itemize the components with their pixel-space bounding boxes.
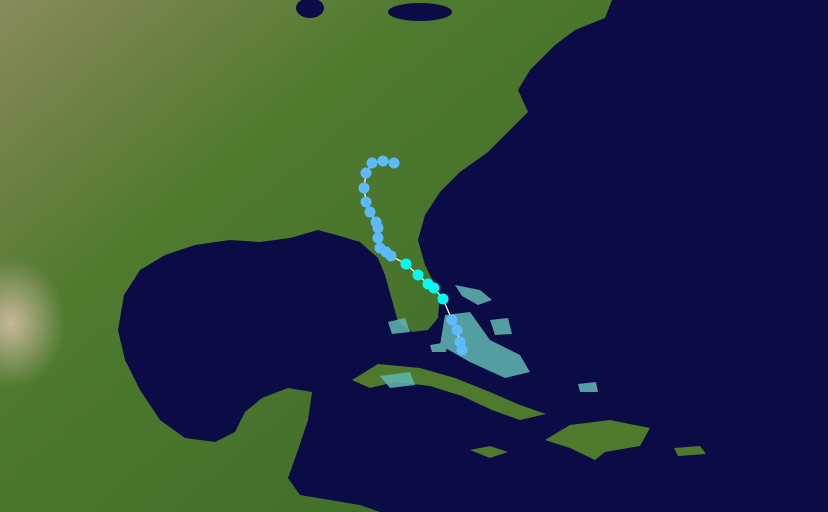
- lake: [388, 3, 452, 21]
- jamaica: [470, 446, 508, 458]
- track-point: [456, 344, 468, 356]
- track-point: [388, 157, 400, 169]
- track-point: [360, 167, 372, 179]
- bank: [578, 382, 598, 392]
- track-point: [446, 314, 458, 326]
- track-point: [366, 157, 378, 169]
- track-point: [451, 324, 463, 336]
- bank: [430, 342, 448, 352]
- track-point: [400, 258, 412, 270]
- lake: [296, 0, 324, 18]
- track-point: [360, 196, 372, 208]
- track-point: [377, 155, 389, 167]
- north-america: [0, 0, 612, 512]
- track-point: [428, 282, 440, 294]
- bank: [388, 318, 410, 334]
- bahamas: [380, 285, 598, 392]
- track-point: [372, 222, 384, 234]
- track-point: [385, 250, 397, 262]
- track-point: [437, 293, 449, 305]
- bank: [440, 312, 530, 378]
- track-point: [364, 206, 376, 218]
- bank: [490, 318, 512, 335]
- track-point: [372, 232, 384, 244]
- hispaniola: [545, 420, 650, 460]
- track-point: [358, 182, 370, 194]
- bank: [380, 372, 415, 388]
- puerto-rico: [674, 446, 706, 456]
- bank: [455, 285, 492, 305]
- desert: [0, 180, 220, 440]
- track-point: [412, 269, 424, 281]
